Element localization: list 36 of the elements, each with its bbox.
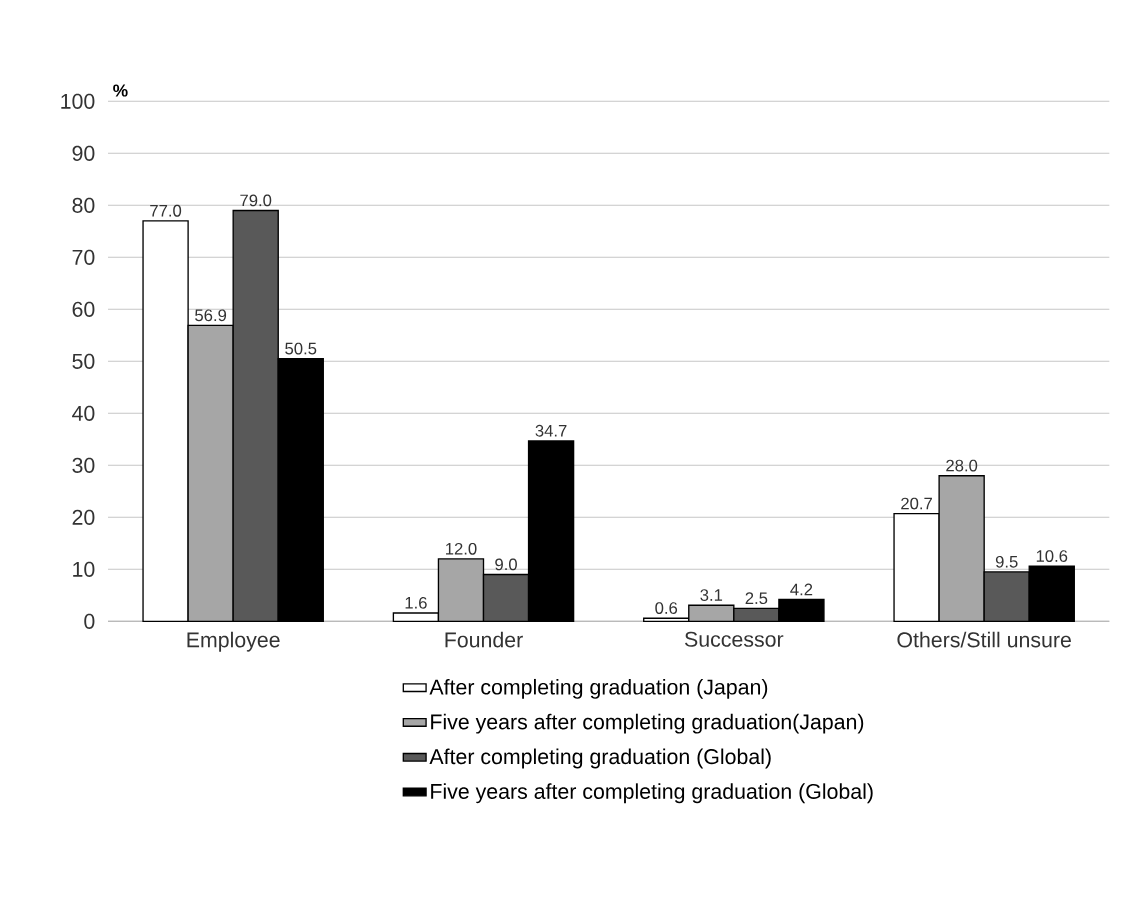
data-label: 12.0 — [446, 542, 477, 555]
data-label: 77.0 — [150, 204, 182, 217]
y-tick-label: 30 — [72, 457, 95, 473]
data-label: 34.7 — [535, 424, 567, 437]
data-label: 4.2 — [790, 583, 813, 596]
data-label: 3.1 — [700, 589, 723, 601]
x-tick-label: Employee — [187, 631, 280, 652]
legend-label: Five years after completing graduation(Japan) — [431, 713, 864, 734]
x-tick-label: Others/Still unsure — [897, 631, 1071, 648]
y-tick-label: 10 — [73, 561, 95, 577]
y-tick-label: 90 — [72, 145, 95, 161]
y-axis-title: % — [113, 84, 128, 97]
y-tick-label: 20 — [72, 509, 95, 525]
legend-label: After completing graduation (Global) — [429, 748, 771, 769]
x-tick-label: Successor — [685, 631, 784, 647]
y-tick-label: 60 — [72, 301, 95, 317]
legend-label: Five years after completing graduation (Global) — [431, 783, 873, 804]
y-tick-label: 100 — [61, 93, 95, 109]
data-label: 9.5 — [995, 555, 1018, 568]
x-tick-label: Founder — [445, 631, 523, 648]
data-label: 56.9 — [195, 309, 227, 322]
data-label: 2.5 — [745, 592, 768, 605]
data-label: 9.0 — [495, 558, 517, 571]
y-tick-label: 80 — [72, 197, 95, 213]
y-tick-label: 40 — [72, 405, 95, 421]
data-label: 50.5 — [285, 342, 317, 355]
data-label: 1.6 — [405, 596, 427, 609]
y-tick-label: 0 — [84, 613, 95, 629]
data-label: 0.6 — [655, 602, 678, 614]
y-tick-label: 50 — [72, 353, 95, 369]
data-label: 10.6 — [1036, 550, 1068, 562]
y-tick-label: 70 — [72, 249, 95, 265]
legend-label: After completing graduation (Japan) — [429, 678, 768, 699]
data-label: 28.0 — [946, 459, 978, 472]
data-label: 79.0 — [240, 194, 272, 207]
data-label: 20.7 — [901, 497, 932, 510]
